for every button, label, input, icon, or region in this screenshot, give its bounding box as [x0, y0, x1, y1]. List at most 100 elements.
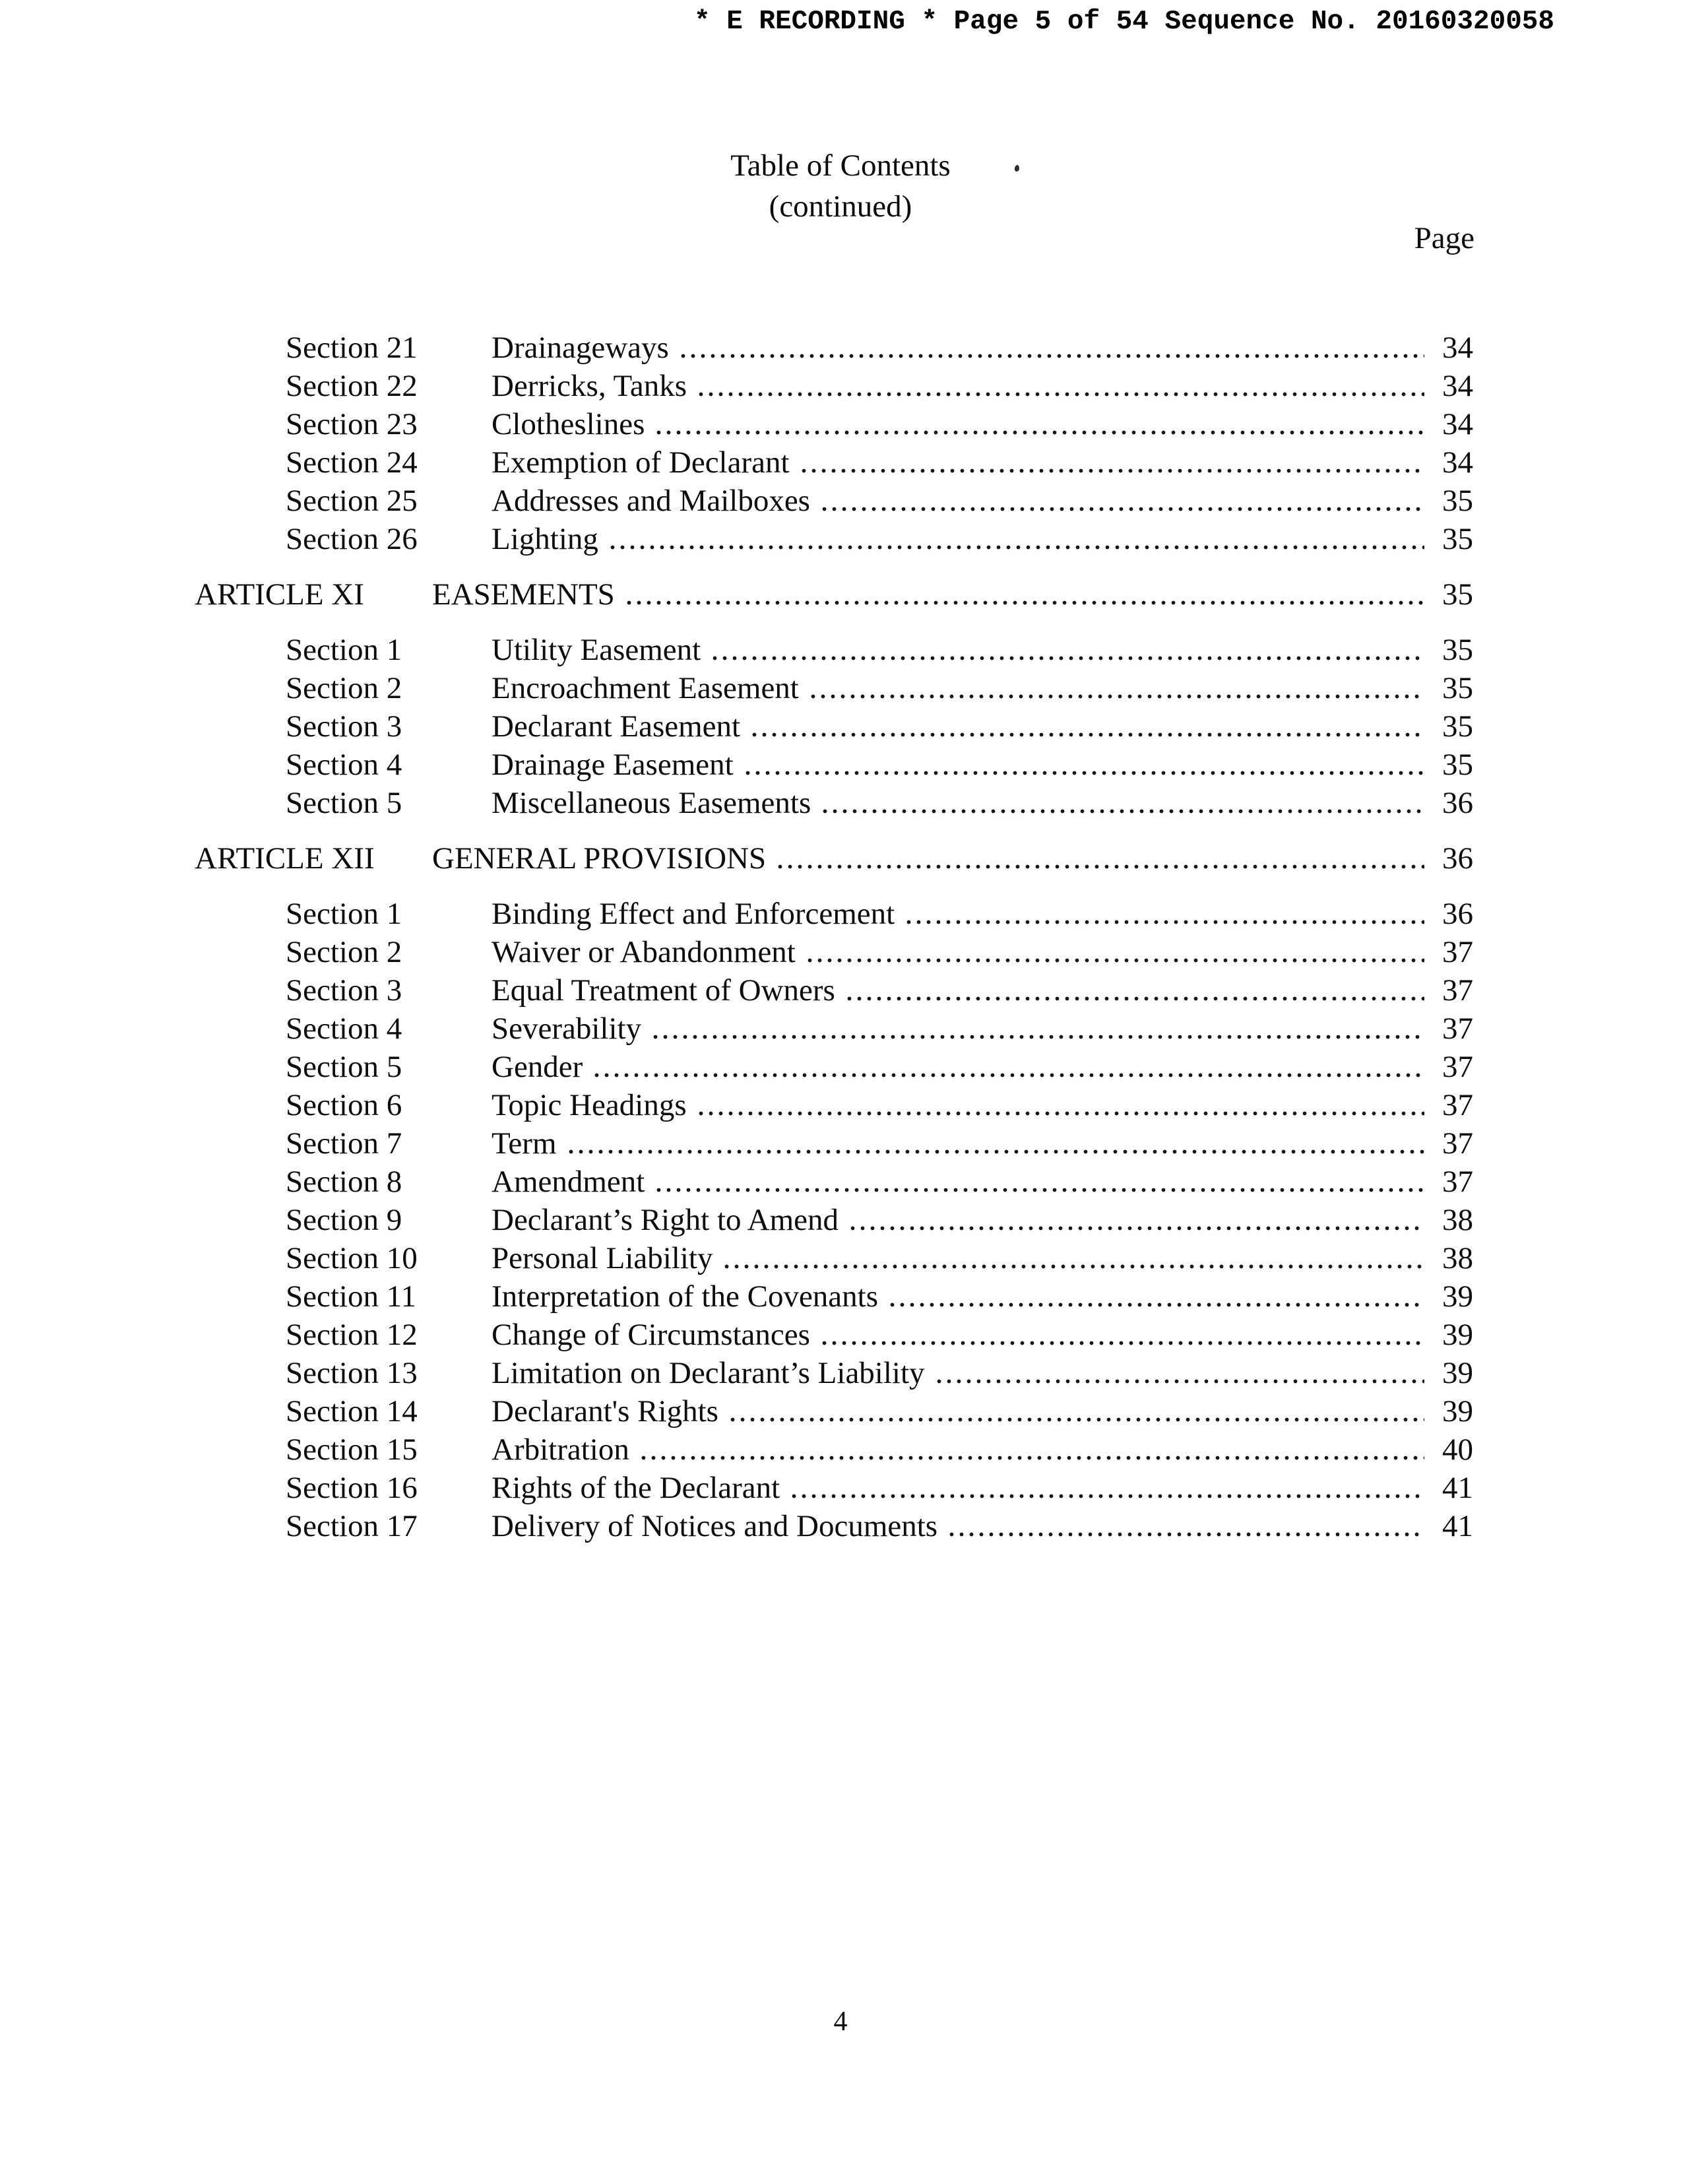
toc-entry-title: Interpretation of the Covenants [492, 1279, 879, 1314]
toc-entry-page-number: 35 [1442, 671, 1473, 705]
toc-entry-page-number: 38 [1442, 1203, 1473, 1237]
toc-entry-page-number: 35 [1442, 709, 1473, 744]
toc-entry-label: Section 11 [286, 1279, 416, 1314]
toc-entry-title: Term [492, 1126, 557, 1161]
toc-entry-title: Declarant's Rights [492, 1394, 718, 1429]
toc-section-row: Section 3 Declarant Easement 35 [0, 707, 1473, 746]
toc-entry-title: Rights of the Declarant [492, 1471, 780, 1505]
dot-leader [816, 1316, 1424, 1354]
toc-entry-page-number: 37 [1442, 1088, 1473, 1122]
dot-leader [693, 1086, 1424, 1124]
toc-entry-label: Section 12 [286, 1318, 418, 1352]
dot-leader [740, 746, 1424, 784]
toc-entry-page-number: 35 [1442, 748, 1473, 782]
toc-section-row: Section 1 Binding Effect and Enforcement… [0, 895, 1473, 933]
toc-entry-title: Arbitration [492, 1432, 629, 1467]
toc-entry-page-number: 34 [1442, 407, 1473, 441]
toc-entry-label: Section 9 [286, 1203, 402, 1237]
dot-leader [648, 1010, 1424, 1048]
toc-section-row: Section 12 Change of Circumstances 39 [0, 1316, 1473, 1354]
dot-leader [675, 329, 1424, 367]
e-recording-header: * E RECORDING * Page 5 of 54 Sequence No… [694, 7, 1555, 37]
toc-title-block: Table of Contents (continued) [0, 145, 1681, 227]
dot-leader [635, 1430, 1424, 1469]
toc-section-row: Section 4 Drainage Easement 35 [0, 746, 1473, 784]
toc-entry-title: GENERAL PROVISIONS [432, 841, 767, 876]
dot-leader [786, 1469, 1424, 1507]
toc-section-row: Section 24 Exemption of Declarant 34 [0, 443, 1473, 482]
toc-entry-page-number: 35 [1442, 633, 1473, 667]
dot-leader [885, 1277, 1424, 1316]
dot-leader [719, 1239, 1424, 1277]
toc-entry-page-number: 40 [1442, 1432, 1473, 1467]
toc-section-row: Section 14 Declarant's Rights 39 [0, 1392, 1473, 1430]
toc-section-row: Section 5 Gender 37 [0, 1048, 1473, 1086]
toc-entry-page-number: 39 [1442, 1318, 1473, 1352]
toc-section-row: Section 6 Topic Headings 37 [0, 1086, 1473, 1124]
toc-entry-page-number: 36 [1442, 841, 1473, 876]
toc-entry-label: Section 14 [286, 1394, 418, 1429]
toc-entry-title: Derricks, Tanks [492, 369, 687, 403]
toc-entry-page-number: 37 [1442, 1012, 1473, 1046]
toc-section-row: Section 3 Equal Treatment of Owners 37 [0, 971, 1473, 1010]
dot-leader [747, 707, 1424, 746]
toc-entry-label: Section 25 [286, 484, 418, 518]
toc-entry-title: Waiver or Abandonment [492, 935, 796, 969]
toc-entry-label: Section 23 [286, 407, 418, 441]
toc-entry-title: Amendment [492, 1165, 645, 1199]
toc-entry-label: Section 1 [286, 897, 402, 931]
dot-leader [563, 1124, 1424, 1163]
toc-entry-label: Section 6 [286, 1088, 402, 1122]
toc-entry-page-number: 35 [1442, 522, 1473, 556]
toc-entry-page-number: 37 [1442, 1050, 1473, 1084]
toc-section-row: Section 21 Drainageways 34 [0, 329, 1473, 367]
toc-section-row: Section 9 Declarant’s Right to Amend 38 [0, 1201, 1473, 1239]
dot-leader [931, 1354, 1424, 1392]
toc-section-row: Section 8 Amendment 37 [0, 1163, 1473, 1201]
toc-entry-title: Exemption of Declarant [492, 445, 790, 480]
toc-entry-page-number: 38 [1442, 1241, 1473, 1275]
toc-entry-title: Personal Liability [492, 1241, 713, 1275]
toc-entry-label: Section 21 [286, 331, 418, 365]
toc-entry-label: Section 22 [286, 369, 418, 403]
dot-leader [944, 1507, 1424, 1545]
toc-section-row: Section 16 Rights of the Declarant 41 [0, 1469, 1473, 1507]
dot-leader [621, 575, 1424, 614]
toc-entry-page-number: 39 [1442, 1279, 1473, 1314]
toc-section-row: Section 26 Lighting 35 [0, 520, 1473, 558]
toc-entry-label: Section 8 [286, 1165, 402, 1199]
toc-entry-label: Section 2 [286, 671, 402, 705]
toc-section-row: Section 23 Clotheslines 34 [0, 405, 1473, 443]
toc-article-row: ARTICLE XII GENERAL PROVISIONS 36 [0, 839, 1473, 878]
toc-entry-title: Topic Headings [492, 1088, 687, 1122]
toc-entry-title: Encroachment Easement [492, 671, 799, 705]
dot-leader [841, 971, 1424, 1010]
toc-section-row: Section 5 Miscellaneous Easements 36 [0, 784, 1473, 822]
toc-entry-title: Declarant Easement [492, 709, 741, 744]
toc-entry-page-number: 37 [1442, 1126, 1473, 1161]
toc-entry-page-number: 36 [1442, 786, 1473, 820]
toc-entry-label: Section 16 [286, 1471, 418, 1505]
dot-leader [693, 367, 1424, 405]
toc-entry-label: ARTICLE XI [195, 577, 364, 612]
toc-entry-page-number: 37 [1442, 1165, 1473, 1199]
toc-entry-page-number: 39 [1442, 1394, 1473, 1429]
toc-entry-title: Utility Easement [492, 633, 701, 667]
dot-leader [773, 839, 1424, 878]
toc-entry-page-number: 34 [1442, 331, 1473, 365]
toc-entry-label: Section 24 [286, 445, 418, 480]
toc-entry-label: Section 7 [286, 1126, 402, 1161]
toc-section-row: Section 4 Severability 37 [0, 1010, 1473, 1048]
dot-leader [724, 1392, 1424, 1430]
toc-entry-page-number: 35 [1442, 577, 1473, 612]
toc-entry-title: Declarant’s Right to Amend [492, 1203, 839, 1237]
toc-section-row: Section 1 Utility Easement 35 [0, 631, 1473, 669]
dot-leader [816, 482, 1424, 520]
page-subtitle: (continued) [769, 189, 912, 224]
page-column-header: Page [1414, 221, 1475, 255]
toc-article-row: ARTICLE XI EASEMENTS 35 [0, 575, 1473, 614]
dot-leader [651, 405, 1424, 443]
toc-section-row: Section 15 Arbitration 40 [0, 1430, 1473, 1469]
toc-entry-page-number: 39 [1442, 1356, 1473, 1390]
